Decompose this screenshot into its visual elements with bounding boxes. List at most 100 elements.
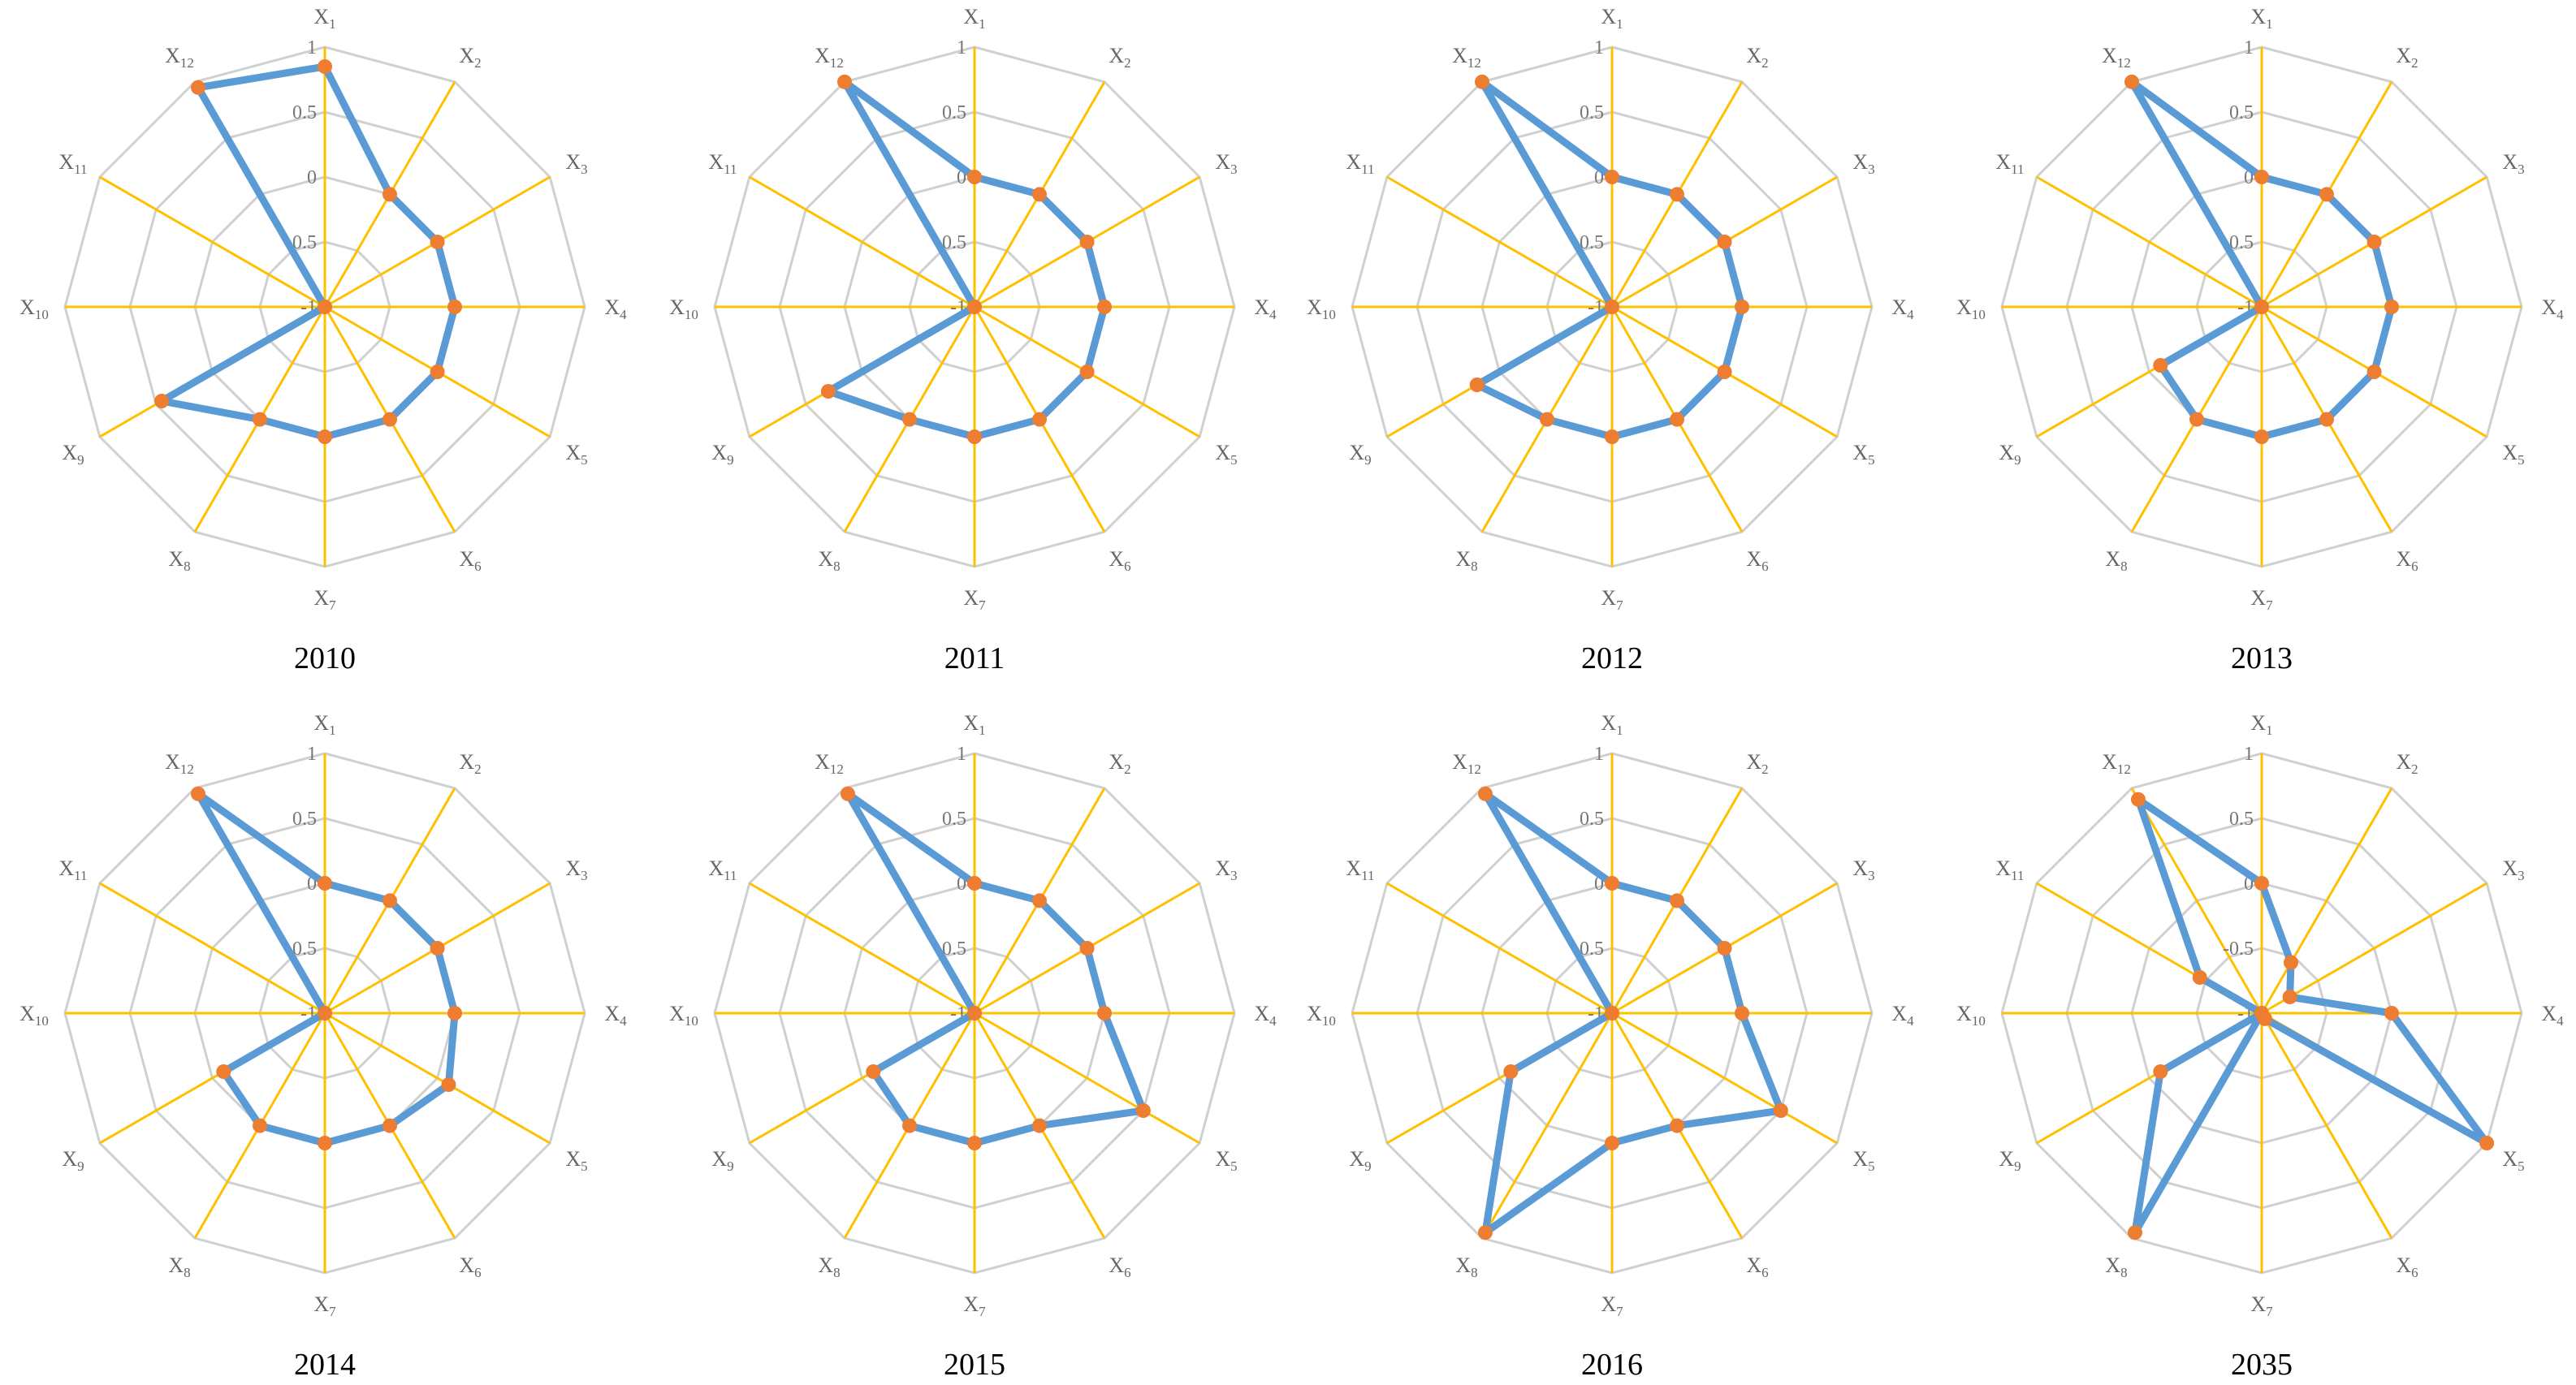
axis-label: X1 [963, 711, 985, 738]
data-point [383, 412, 397, 427]
tick-label: 0.5 [292, 102, 317, 123]
axis-label: X1 [963, 5, 985, 32]
axis-label: X1 [2250, 711, 2272, 738]
axis-label: X9 [711, 1147, 733, 1174]
axis-label: X12 [1452, 44, 1481, 71]
axis-label: X9 [711, 441, 733, 468]
axis-label: X6 [459, 1253, 481, 1280]
axis-label: X3 [1852, 856, 1874, 883]
axis-label: X9 [1349, 441, 1371, 468]
axis-label: X8 [2105, 547, 2127, 574]
axis-label: X11 [58, 150, 87, 177]
axis-label: X7 [1601, 586, 1623, 613]
data-point [1503, 1064, 1519, 1079]
axis-spoke [2261, 882, 2487, 1015]
data-point [447, 300, 462, 314]
data-point [2254, 876, 2269, 891]
data-point [2254, 300, 2269, 314]
year-label: 2016 [1581, 1348, 1643, 1382]
axis-label: X4 [2541, 1002, 2564, 1029]
data-point [318, 300, 332, 314]
axis-label: X7 [313, 1292, 336, 1319]
data-point [318, 429, 332, 444]
axis-label: X6 [1109, 1253, 1130, 1280]
tick-label: 1 [1594, 744, 1604, 765]
data-point [318, 876, 332, 891]
axis-label: X6 [2396, 1253, 2418, 1280]
data-point [1032, 187, 1047, 202]
axis-label: X10 [1956, 1002, 1986, 1029]
data-point [2124, 74, 2139, 89]
axis-label: X7 [963, 1292, 986, 1319]
axis-label: X5 [1215, 441, 1237, 468]
data-point [1605, 170, 1619, 184]
data-point [430, 941, 445, 956]
axis-label: X3 [2502, 856, 2524, 883]
axis-label: X9 [1999, 1147, 2021, 1174]
radar-chart-2010: 10.50-0.5-1X1X2X3X4X5X6X7X8X9X10X11X1220… [19, 5, 627, 675]
axis-label: X11 [708, 856, 737, 883]
data-point [383, 1118, 397, 1133]
axis-label: X12 [815, 44, 844, 71]
axis-label: X3 [1215, 150, 1237, 177]
data-point [1735, 300, 1749, 314]
data-point [1079, 941, 1095, 956]
axis-label: X4 [1891, 296, 1914, 322]
data-point [967, 876, 982, 891]
data-point [837, 74, 852, 89]
axis-label: X2 [2396, 750, 2418, 777]
axis-spoke [974, 1012, 1200, 1145]
data-point [2282, 990, 2297, 1004]
radar-chart-2012: 10.50-0.5-1X1X2X3X4X5X6X7X8X9X10X11X1220… [1307, 5, 1914, 675]
data-point [967, 1136, 982, 1150]
axis-spoke [2260, 1012, 2393, 1239]
radar-chart-2013: 10.50-0.5-1X1X2X3X4X5X6X7X8X9X10X11X1220… [1956, 5, 2564, 675]
axis-label: X6 [1746, 547, 1768, 574]
data-point [2366, 365, 2382, 379]
data-point [1670, 893, 1684, 908]
axis-label: X5 [1215, 1147, 1237, 1174]
axis-spoke [1386, 175, 1613, 308]
data-point [2131, 792, 2146, 807]
data-point [2254, 1006, 2269, 1020]
data-point [1079, 235, 1095, 249]
data-point [2384, 300, 2399, 314]
axis-label: X9 [1999, 441, 2021, 468]
data-point [1478, 786, 1493, 801]
axis-label: X10 [1307, 1002, 1336, 1029]
axis-label: X8 [1455, 547, 1477, 574]
radar-chart-2014: 10.50-0.5-1X1X2X3X4X5X6X7X8X9X10X11X1220… [19, 711, 627, 1382]
axis-label: X4 [1891, 1002, 1914, 1029]
data-point [967, 300, 982, 314]
axis-label: X9 [62, 441, 84, 468]
data-point [902, 412, 917, 427]
series-line [194, 790, 459, 1147]
series-line [158, 63, 459, 441]
data-point [2192, 970, 2207, 985]
axis-label: X2 [459, 750, 481, 777]
axis-label: X8 [168, 1253, 190, 1280]
data-point [191, 80, 205, 95]
data-point [216, 1064, 231, 1079]
axis-label: X12 [1452, 750, 1481, 777]
data-point [2366, 235, 2382, 249]
year-label: 2014 [294, 1348, 356, 1382]
data-point [1540, 412, 1554, 427]
axis-label: X11 [708, 150, 737, 177]
axis-label: X10 [669, 1002, 698, 1029]
series-line [2128, 78, 2396, 441]
data-point [1135, 1103, 1151, 1118]
axis-label: X1 [1601, 711, 1623, 738]
axis-label: X5 [2502, 441, 2524, 468]
data-point [1717, 235, 1732, 249]
data-point [1735, 1006, 1749, 1020]
data-point [1032, 893, 1047, 908]
data-point [1605, 429, 1619, 444]
data-point [1079, 365, 1095, 379]
axis-label: X3 [565, 856, 587, 883]
year-label: 2010 [294, 641, 356, 675]
axis-label: X3 [1215, 856, 1237, 883]
axis-label: X1 [2250, 5, 2272, 32]
year-label: 2013 [2231, 641, 2293, 675]
